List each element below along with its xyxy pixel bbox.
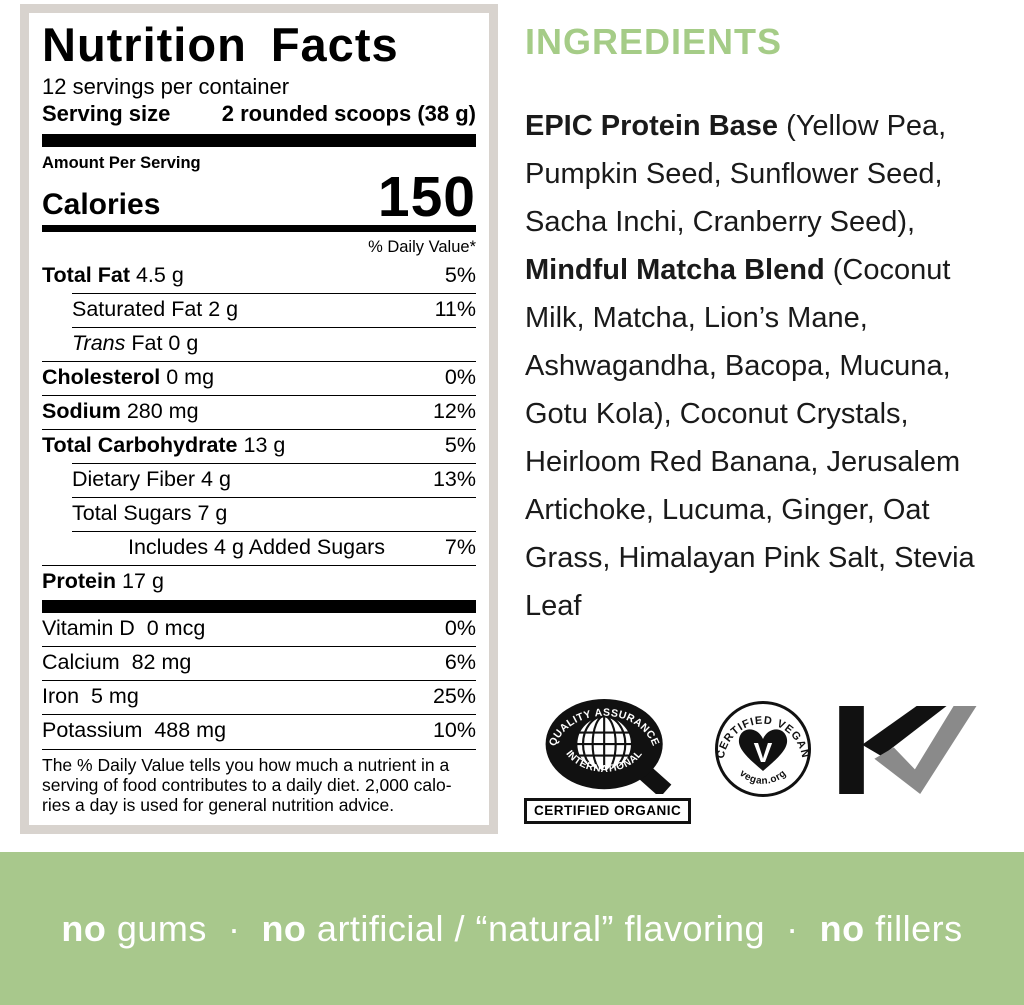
certified-vegan-badge: CERTIFIED VEGAN V vegan.org (713, 699, 813, 799)
ingredients-section: INGREDIENTS EPIC Protein Base (Yellow Pe… (525, 24, 1011, 630)
ingredients-line: Pumpkin Seed, Sunflower Seed, (525, 158, 943, 190)
certification-badges: QUALITY ASSURANCE INTERNATIONAL CERTIFIE… (524, 698, 993, 824)
serving-size-value: 2 rounded scoops (38 g) (221, 101, 476, 127)
bottom-banner: no gums · no artificial / “natural” flav… (0, 852, 1024, 1005)
divider-thick-top (42, 134, 476, 148)
nutrient-row: Total Carbohydrate 13 g 5% (42, 432, 476, 457)
vegan-arc-bottom-text: vegan.org (738, 768, 789, 787)
nutrition-facts-panel: Nutrition Facts 12 servings per containe… (20, 4, 498, 834)
calories-row: Calories 150 (42, 165, 476, 230)
divider-thick-bottom (42, 599, 476, 613)
svg-text:vegan.org: vegan.org (738, 768, 789, 787)
daily-value-percent: 5% (444, 432, 476, 457)
kosher-check-icon (839, 706, 977, 794)
row-separator (72, 292, 476, 294)
qai-globe-icon: QUALITY ASSURANCE INTERNATIONAL (545, 698, 671, 794)
nutrient-row: Cholesterol 0 mg 0% (42, 364, 476, 389)
nutrient-row: Iron 5 mg 25% (42, 683, 476, 708)
banner-text: no gums · no artificial / “natural” flav… (61, 907, 963, 949)
nutrient-row: Protein 17 g (42, 568, 164, 593)
ingredients-line: Sacha Inchi, Cranberry Seed), (525, 206, 916, 238)
nutrient-row: Potassium 488 mg 10% (42, 717, 476, 742)
daily-value-percent: 25% (432, 683, 476, 708)
row-separator (42, 360, 476, 362)
serving-size-label: Serving size (42, 101, 171, 127)
row-separator (72, 496, 476, 498)
daily-value-percent: 6% (444, 649, 476, 674)
certified-vegan-icon: CERTIFIED VEGAN V vegan.org (715, 701, 812, 797)
ingredients-line: Mindful Matcha Blend (Coconut (525, 254, 951, 286)
row-separator (42, 394, 476, 396)
daily-value-percent: 0% (444, 364, 476, 389)
vegan-v-letter: V (754, 737, 773, 768)
daily-value-percent: 10% (432, 717, 476, 742)
calories-value: 150 (377, 165, 476, 230)
ingredients-line: Gotu Kola), Coconut Crystals, (525, 398, 909, 430)
nutrient-row: Dietary Fiber 4 g 13% (72, 466, 476, 491)
ingredients-line: EPIC Protein Base (Yellow Pea, (525, 110, 947, 142)
nutrient-row: Includes 4 g Added Sugars 7% (128, 534, 476, 559)
ingredients-line: Milk, Matcha, Lion’s Mane, (525, 302, 868, 334)
row-separator (42, 428, 476, 430)
daily-value-percent: 13% (432, 466, 476, 491)
nutrient-row: Total Sugars 7 g (72, 500, 228, 525)
row-separator (42, 713, 476, 715)
ingredients-list: EPIC Protein Base (Yellow Pea, Pumpkin Se… (525, 102, 1011, 630)
micronutrient-rows: Vitamin D 0 mcg 0% Calcium 82 mg 6% Iron 5 m… (42, 613, 476, 748)
daily-value-percent: 0% (444, 615, 476, 640)
servings-per-container: 12 servings per container (42, 73, 290, 99)
nutrient-row: Total Fat 4.5 g 5% (42, 262, 476, 287)
nutrient-row: Trans Fat 0 g (72, 330, 199, 355)
row-separator (72, 462, 476, 464)
daily-value-percent: 12% (432, 398, 476, 423)
row-separator (72, 530, 476, 532)
certified-organic-caption: CERTIFIED ORGANIC (524, 798, 692, 824)
row-separator (72, 326, 476, 328)
nutrient-row: Saturated Fat 2 g 11% (72, 296, 476, 321)
row-separator (42, 645, 476, 647)
nutrient-rows: Total Fat 4.5 g 5% Saturated Fat 2 g 11% Tra… (42, 260, 476, 599)
ingredients-line: Leaf (525, 590, 582, 622)
daily-value-footnote: The % Daily Value tells you how much a n… (42, 748, 476, 816)
amount-per-serving-label: Amount Per Serving (42, 154, 201, 173)
qai-certified-organic-badge: QUALITY ASSURANCE INTERNATIONAL CERTIFIE… (524, 698, 692, 824)
ingredients-line: Artichoke, Lucuma, Ginger, Oat (525, 494, 930, 526)
nutrition-facts-title: Nutrition Facts (42, 18, 399, 71)
nutrient-row: Calcium 82 mg 6% (42, 649, 476, 674)
daily-value-percent: 7% (444, 534, 476, 559)
nutrient-row: Sodium 280 mg 12% (42, 398, 476, 423)
nutrient-row: Vitamin D 0 mcg 0% (42, 615, 476, 640)
calories-label: Calories (42, 187, 161, 221)
ingredients-heading: INGREDIENTS (525, 21, 783, 62)
ingredients-line: Grass, Himalayan Pink Salt, Stevia (525, 542, 975, 574)
row-separator (42, 564, 476, 566)
ingredients-line: Ashwagandha, Bacopa, Mucuna, (525, 350, 951, 382)
row-separator (42, 679, 476, 681)
daily-value-percent: 11% (434, 296, 476, 321)
daily-value-percent: 5% (444, 262, 476, 287)
kosher-check-badge (835, 706, 993, 794)
ingredients-line: Heirloom Red Banana, Jerusalem (525, 446, 961, 478)
daily-value-header: % Daily Value* (368, 237, 476, 256)
divider-medium (42, 224, 476, 232)
serving-size-row: Serving size 2 rounded scoops (38 g) (42, 101, 476, 134)
